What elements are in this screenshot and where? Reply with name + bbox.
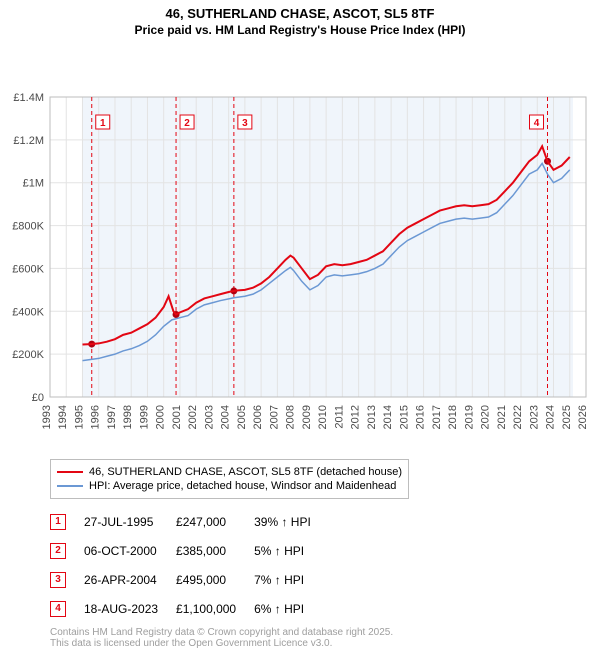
line-chart: £0 £200K £400K £600K £800K £1M £1.2M £1.4M 1993 1… [0,43,600,451]
svg-text:2002: 2002 [187,405,199,429]
sale-delta: 5% ↑ HPI [254,536,329,565]
footer-line-2: This data is licensed under the Open Gov… [50,638,592,649]
svg-text:2024: 2024 [545,405,557,429]
svg-text:£400K: £400K [12,306,44,318]
sale-date: 26-APR-2004 [84,565,176,594]
svg-text:2012: 2012 [350,405,362,429]
svg-text:1998: 1998 [122,405,134,429]
svg-text:1: 1 [100,118,106,129]
sales-table: 1 27-JUL-1995£247,00039% ↑ HPI 2 06-OCT-200… [50,507,329,623]
marker-badge: 2 [50,543,66,559]
svg-text:2006: 2006 [252,405,264,429]
table-row: 1 27-JUL-1995£247,00039% ↑ HPI [50,507,329,536]
sale-delta: 6% ↑ HPI [254,594,329,623]
svg-text:2016: 2016 [415,405,427,429]
svg-text:2013: 2013 [366,405,378,429]
table-row: 3 26-APR-2004£495,0007% ↑ HPI [50,565,329,594]
chart-title: 46, SUTHERLAND CHASE, ASCOT, SL5 8TF [0,6,600,21]
sale-delta: 7% ↑ HPI [254,565,329,594]
svg-text:2023: 2023 [528,405,540,429]
sale-price: £1,100,000 [176,594,254,623]
svg-text:2: 2 [184,118,190,129]
legend: 46, SUTHERLAND CHASE, ASCOT, SL5 8TF (de… [50,459,409,499]
svg-text:2000: 2000 [155,405,167,429]
svg-text:2025: 2025 [561,405,573,429]
sale-delta: 39% ↑ HPI [254,507,329,536]
marker-badge: 1 [50,514,66,530]
svg-text:2007: 2007 [268,405,280,429]
svg-text:£200K: £200K [12,349,44,361]
svg-text:2011: 2011 [333,405,345,429]
svg-text:2015: 2015 [398,405,410,429]
table-row: 2 06-OCT-2000£385,0005% ↑ HPI [50,536,329,565]
svg-text:2008: 2008 [285,405,297,429]
svg-text:2020: 2020 [480,405,492,429]
svg-text:£1.4M: £1.4M [13,92,44,104]
legend-item: 46, SUTHERLAND CHASE, ASCOT, SL5 8TF (de… [57,466,402,478]
svg-text:1997: 1997 [106,405,118,429]
svg-text:2003: 2003 [203,405,215,429]
svg-text:2021: 2021 [496,405,508,429]
svg-text:1995: 1995 [73,405,85,429]
legend-label: 46, SUTHERLAND CHASE, ASCOT, SL5 8TF (de… [89,466,402,478]
chart-container: 46, SUTHERLAND CHASE, ASCOT, SL5 8TF Pri… [0,6,600,649]
svg-text:1994: 1994 [57,405,69,429]
sale-date: 18-AUG-2023 [84,594,176,623]
legend-label: HPI: Average price, detached house, Wind… [89,480,396,492]
legend-item: HPI: Average price, detached house, Wind… [57,480,402,492]
marker-badge: 3 [50,572,66,588]
svg-text:3: 3 [242,118,248,129]
sale-price: £385,000 [176,536,254,565]
svg-text:£0: £0 [32,392,44,404]
sale-date: 27-JUL-1995 [84,507,176,536]
table-row: 4 18-AUG-2023£1,100,0006% ↑ HPI [50,594,329,623]
chart-subtitle: Price paid vs. HM Land Registry's House … [0,23,600,37]
svg-text:£800K: £800K [12,221,44,233]
svg-text:1993: 1993 [41,405,53,429]
marker-badge: 4 [50,601,66,617]
svg-text:2019: 2019 [463,405,475,429]
svg-text:2009: 2009 [301,405,313,429]
svg-text:2026: 2026 [577,405,589,429]
svg-text:2018: 2018 [447,405,459,429]
footer-line-1: Contains HM Land Registry data © Crown c… [50,627,592,638]
svg-text:2017: 2017 [431,405,443,429]
svg-text:2014: 2014 [382,405,394,429]
sale-price: £247,000 [176,507,254,536]
svg-text:4: 4 [534,118,540,129]
sale-date: 06-OCT-2000 [84,536,176,565]
svg-text:£1.2M: £1.2M [13,135,44,147]
legend-swatch [57,485,83,487]
svg-text:2001: 2001 [171,405,183,429]
svg-text:1996: 1996 [90,405,102,429]
legend-swatch [57,471,83,473]
svg-text:2010: 2010 [317,405,329,429]
svg-text:£600K: £600K [12,263,44,275]
footer-note: Contains HM Land Registry data © Crown c… [50,627,592,649]
svg-text:1999: 1999 [138,405,150,429]
sale-price: £495,000 [176,565,254,594]
svg-text:2005: 2005 [236,405,248,429]
svg-text:£1M: £1M [23,178,44,190]
svg-text:2022: 2022 [512,405,524,429]
svg-text:2004: 2004 [220,405,232,429]
